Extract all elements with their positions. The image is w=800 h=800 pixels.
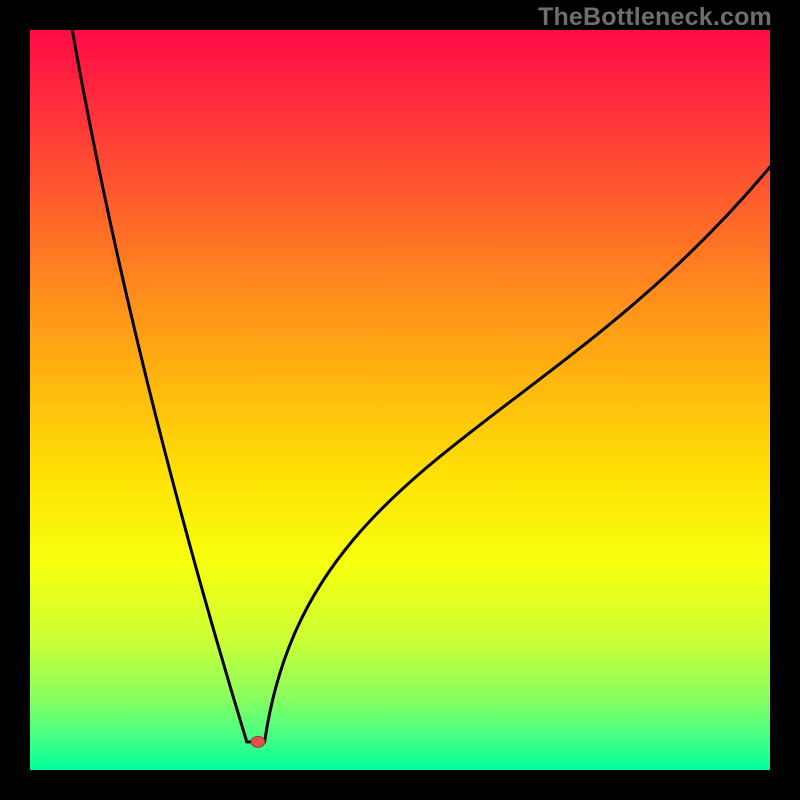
chart-svg	[0, 0, 800, 800]
gradient-background	[30, 30, 770, 770]
watermark-text: TheBottleneck.com	[538, 3, 772, 32]
optimal-point-marker	[251, 736, 265, 747]
